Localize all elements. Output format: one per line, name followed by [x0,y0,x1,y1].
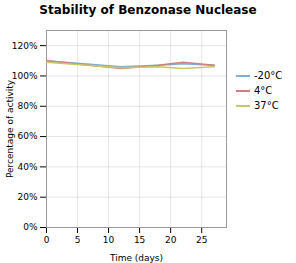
svg-text:20: 20 [165,235,177,245]
html-text:4°C: 4°C [254,85,273,96]
svg-text:15: 15 [134,235,145,245]
html-text:37°C: 37°C [254,100,279,111]
svg-text:40%: 40% [17,162,37,172]
svg-text:Time (days): Time (days) [109,253,163,263]
svg-text:5: 5 [75,235,81,245]
svg-text:0%: 0% [23,222,38,232]
svg-text:25: 25 [196,235,207,245]
html-text:Stability of Benzonase Nucleas: Stability of Benzonase Nuclease [39,3,257,17]
svg-text:20%: 20% [17,192,37,202]
svg-text:80%: 80% [17,101,37,111]
svg-text:100%: 100% [12,71,38,81]
svg-text:120%: 120% [12,41,38,51]
svg-text:60%: 60% [17,131,37,141]
html-text:-20°C: -20°C [254,70,283,81]
svg-text:10: 10 [103,235,115,245]
svg-text:Percentage of activity: Percentage of activity [5,79,15,178]
svg-text:0: 0 [44,235,50,245]
